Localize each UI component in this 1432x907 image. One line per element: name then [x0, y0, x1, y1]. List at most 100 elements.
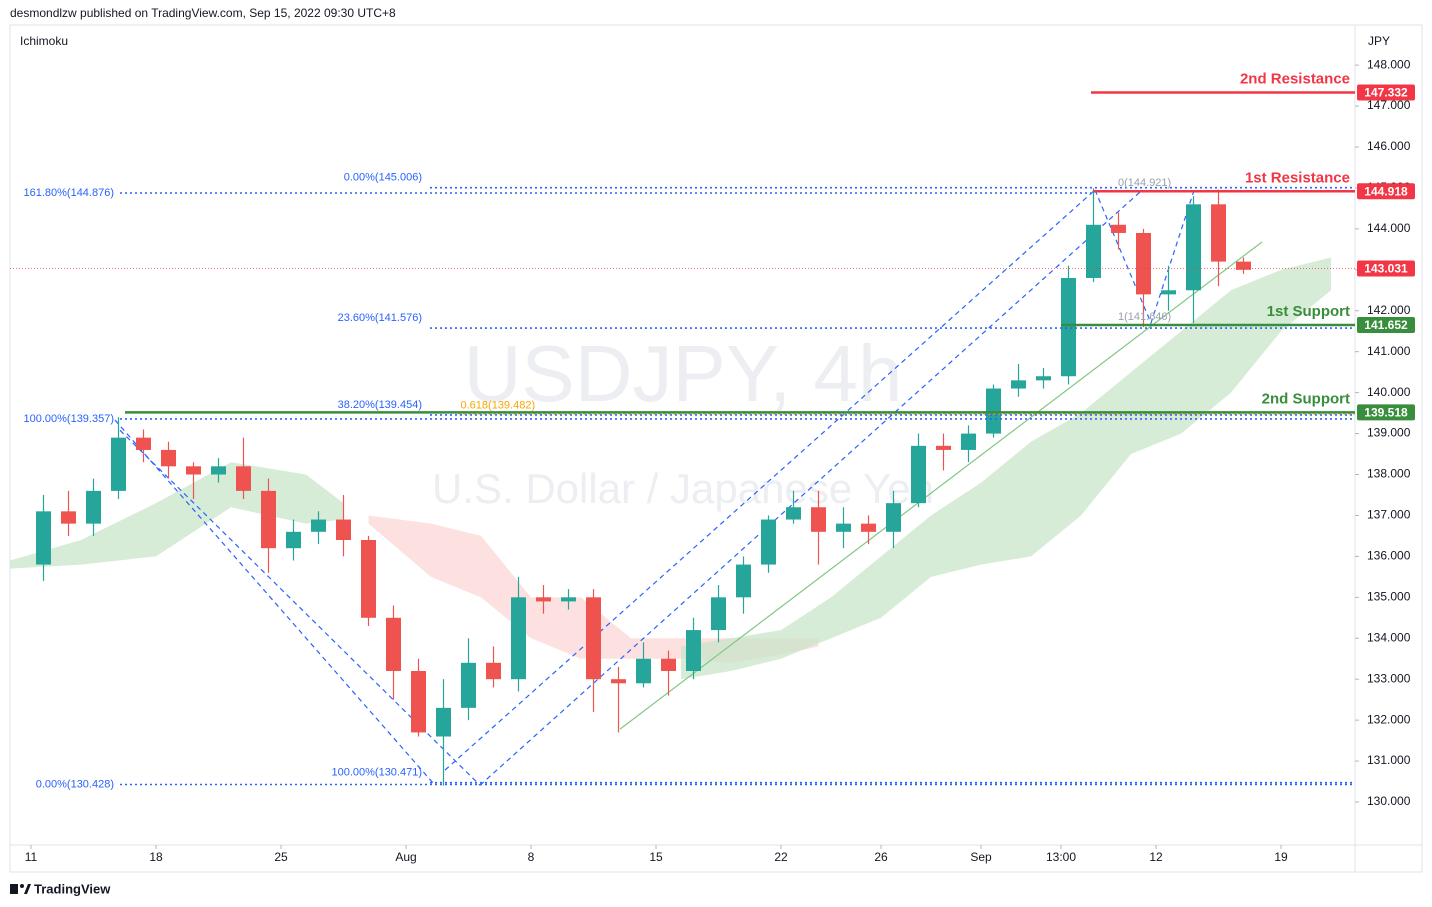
candle-body: [836, 523, 851, 532]
fib-label: 0.00%(145.006): [344, 172, 422, 184]
candle-body: [1011, 380, 1026, 389]
candle-body: [1161, 290, 1176, 295]
x-tick-label: 11: [25, 850, 38, 864]
header: desmondlzw published on TradingView.com,…: [10, 6, 396, 20]
candle-body: [261, 490, 276, 549]
level-name: 2nd Resistance: [1240, 70, 1350, 87]
candle-body: [236, 466, 251, 491]
trendline: [619, 241, 1263, 730]
y-tick-label: 133.000: [1367, 671, 1411, 685]
candle-body: [686, 630, 701, 672]
candle-body: [936, 445, 951, 450]
price-tag: [1357, 183, 1415, 200]
candle-body: [361, 540, 376, 618]
x-tick-label: 18: [149, 850, 163, 864]
candle-body: [336, 519, 351, 541]
x-tick-label: Sep: [970, 850, 992, 864]
fib-label: 100.00%(139.357): [23, 413, 114, 425]
y-tick-label: 132.000: [1367, 712, 1411, 726]
currency: JPY: [1368, 34, 1390, 48]
candle-body: [1211, 204, 1226, 262]
fib-label: 1(141.646): [1118, 311, 1171, 323]
y-tick-label: 137.000: [1367, 508, 1411, 522]
y-tick-label: 138.000: [1367, 467, 1411, 481]
fib-label: 0(144.921): [1118, 177, 1171, 189]
fib-label: 0.618(139.482): [461, 400, 536, 412]
fib-label: 38.20%(139.454): [338, 399, 422, 411]
y-tick-label: 130.000: [1367, 794, 1411, 808]
ichimoku-cloud: [10, 462, 344, 569]
candle-body: [161, 449, 176, 467]
price-tag: [1357, 260, 1415, 277]
price-tag: [1357, 404, 1415, 421]
fib-label: 100.00%(130.471): [331, 767, 422, 779]
y-tick-label: 141.000: [1367, 344, 1411, 358]
candle-body: [861, 523, 876, 532]
candle-body: [111, 437, 126, 491]
candle-body: [536, 597, 551, 602]
candle-body: [311, 519, 326, 532]
y-tick-label: 148.000: [1367, 57, 1411, 71]
price-tag: [1357, 316, 1415, 333]
candle-body: [286, 531, 301, 549]
price-tag-label: 143.031: [1364, 262, 1408, 276]
trendline: [444, 189, 1096, 771]
candle-body: [586, 597, 601, 680]
level-name: 1st Resistance: [1245, 169, 1350, 186]
logo: [10, 884, 31, 894]
candle-body: [661, 658, 676, 672]
y-tick-label: 136.000: [1367, 549, 1411, 563]
candle-body: [886, 503, 901, 532]
candle-body: [461, 662, 476, 708]
level-name: 2nd Support: [1262, 390, 1350, 407]
x-tick-label: 15: [649, 850, 663, 864]
candle-body: [136, 437, 151, 450]
y-tick-label: 146.000: [1367, 139, 1411, 153]
footer: TradingView: [34, 881, 111, 896]
candle-body: [211, 466, 226, 475]
y-tick-label: 131.000: [1367, 753, 1411, 767]
candle-body: [86, 490, 101, 524]
candle-body: [911, 445, 926, 504]
candle-body: [1061, 278, 1076, 377]
level-name: 1st Support: [1267, 303, 1350, 320]
candle-body: [961, 433, 976, 450]
y-tick-label: 139.000: [1367, 426, 1411, 440]
candle-body: [1036, 376, 1051, 381]
watermark-subtitle: U.S. Dollar / Japanese Yen: [432, 465, 934, 512]
x-tick-label: 12: [1149, 850, 1163, 864]
fib-label: 23.60%(141.576): [338, 312, 422, 324]
candle-body: [736, 564, 751, 598]
candle-body: [411, 671, 426, 733]
fib-label: 0.00%(130.428): [36, 778, 114, 790]
candle-body: [711, 597, 726, 631]
candle-body: [436, 707, 451, 737]
price-tag: [1357, 84, 1415, 101]
y-tick-label: 135.000: [1367, 589, 1411, 603]
watermark: USDJPY, 4h: [464, 329, 903, 418]
candle-body: [811, 507, 826, 532]
candle-body: [786, 507, 801, 520]
candle-body: [1136, 232, 1151, 295]
x-tick-label: 26: [874, 850, 888, 864]
y-tick-label: 147.000: [1367, 98, 1411, 112]
ichimoku-cloud: [368, 515, 819, 663]
candle-body: [1086, 224, 1101, 279]
x-tick-label: 19: [1274, 850, 1288, 864]
frame: [9, 24, 1423, 873]
x-tick-label: 13:00: [1046, 850, 1076, 864]
candle-body: [611, 679, 626, 684]
candle-body: [511, 597, 526, 680]
candle-body: [1111, 224, 1126, 233]
candle-body: [36, 511, 51, 565]
y-tick-label: 144.000: [1367, 221, 1411, 235]
trendline: [1094, 189, 1195, 325]
candle-body: [761, 519, 776, 565]
candle-body: [986, 388, 1001, 434]
candle-body: [561, 597, 576, 602]
x-tick-label: 25: [274, 850, 288, 864]
candle-body: [636, 658, 651, 684]
plot-area: [10, 188, 1331, 786]
